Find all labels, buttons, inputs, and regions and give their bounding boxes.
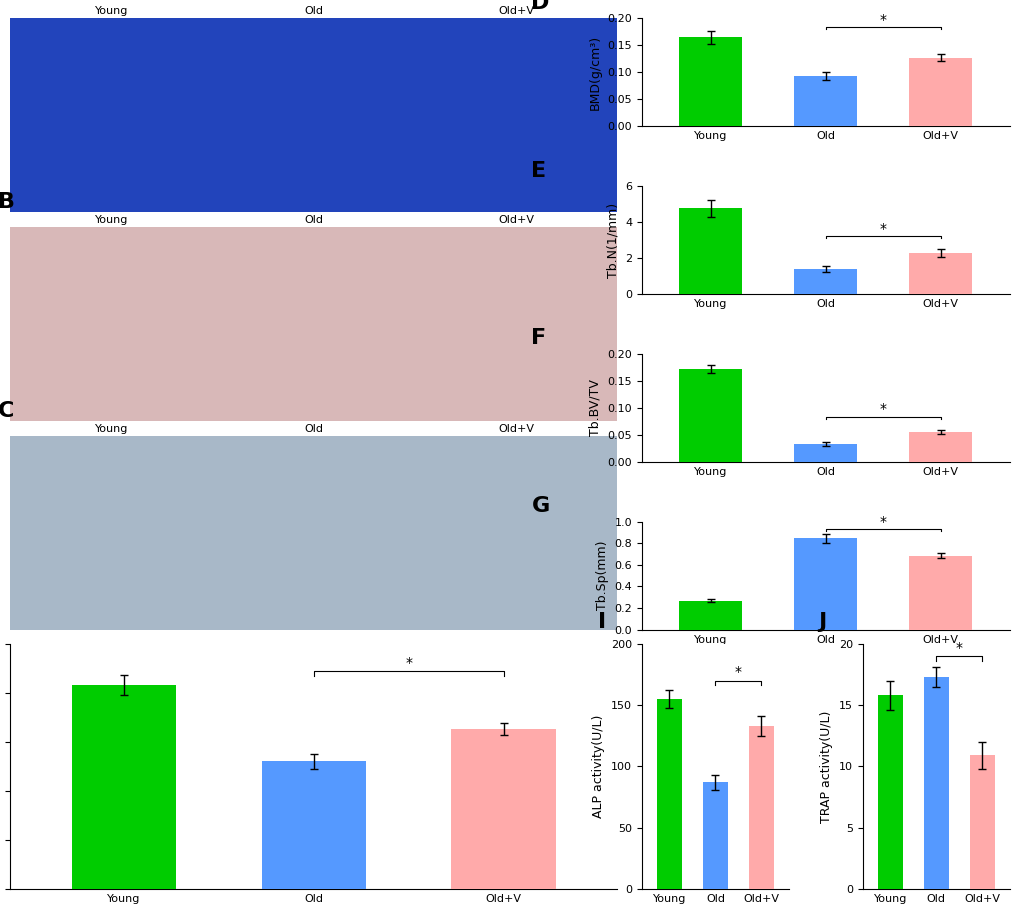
- Y-axis label: BMD(g/cm³): BMD(g/cm³): [588, 34, 601, 110]
- Bar: [908, 433, 971, 462]
- Text: D: D: [531, 0, 549, 13]
- Bar: [922, 677, 948, 889]
- Text: F: F: [531, 328, 546, 348]
- Text: Old+V: Old+V: [497, 215, 534, 225]
- Y-axis label: TRAP activity(U/L): TRAP activity(U/L): [819, 710, 833, 823]
- Bar: [748, 726, 773, 889]
- Text: E: E: [531, 161, 546, 180]
- Bar: [969, 756, 994, 889]
- Y-axis label: Tb.Sp(mm): Tb.Sp(mm): [595, 541, 608, 610]
- Text: *: *: [955, 640, 962, 655]
- Text: *: *: [879, 13, 886, 27]
- Text: Young: Young: [95, 215, 128, 225]
- Text: C: C: [0, 401, 14, 421]
- Text: Old: Old: [304, 6, 323, 16]
- Bar: [451, 729, 555, 889]
- Y-axis label: Tb.BV/TV: Tb.BV/TV: [588, 379, 601, 436]
- Text: Old+V: Old+V: [497, 6, 534, 16]
- Bar: [908, 253, 971, 294]
- Bar: [679, 209, 742, 294]
- Text: I: I: [597, 611, 605, 631]
- Text: B: B: [0, 191, 15, 211]
- Bar: [908, 58, 971, 126]
- Text: *: *: [879, 514, 886, 529]
- Bar: [702, 782, 728, 889]
- Text: *: *: [879, 403, 886, 416]
- Bar: [679, 600, 742, 629]
- Text: *: *: [734, 665, 741, 679]
- Bar: [876, 696, 902, 889]
- Text: G: G: [531, 496, 549, 516]
- Text: Old: Old: [304, 424, 323, 434]
- Text: J: J: [817, 611, 825, 631]
- Bar: [794, 76, 857, 126]
- Bar: [794, 269, 857, 294]
- Bar: [71, 685, 176, 889]
- Text: Old: Old: [304, 215, 323, 225]
- Bar: [908, 556, 971, 629]
- Bar: [656, 699, 682, 889]
- Bar: [679, 37, 742, 126]
- Bar: [679, 369, 742, 462]
- Y-axis label: ALP activity(U/L): ALP activity(U/L): [592, 715, 605, 818]
- Text: Old+V: Old+V: [497, 424, 534, 434]
- Bar: [794, 539, 857, 629]
- Text: *: *: [879, 222, 886, 236]
- Text: Young: Young: [95, 424, 128, 434]
- Text: *: *: [405, 656, 412, 670]
- Bar: [261, 762, 366, 889]
- Text: Young: Young: [95, 6, 128, 16]
- Y-axis label: Tb.N(1/mm): Tb.N(1/mm): [605, 202, 619, 278]
- Text: A: A: [0, 0, 15, 3]
- Bar: [794, 444, 857, 462]
